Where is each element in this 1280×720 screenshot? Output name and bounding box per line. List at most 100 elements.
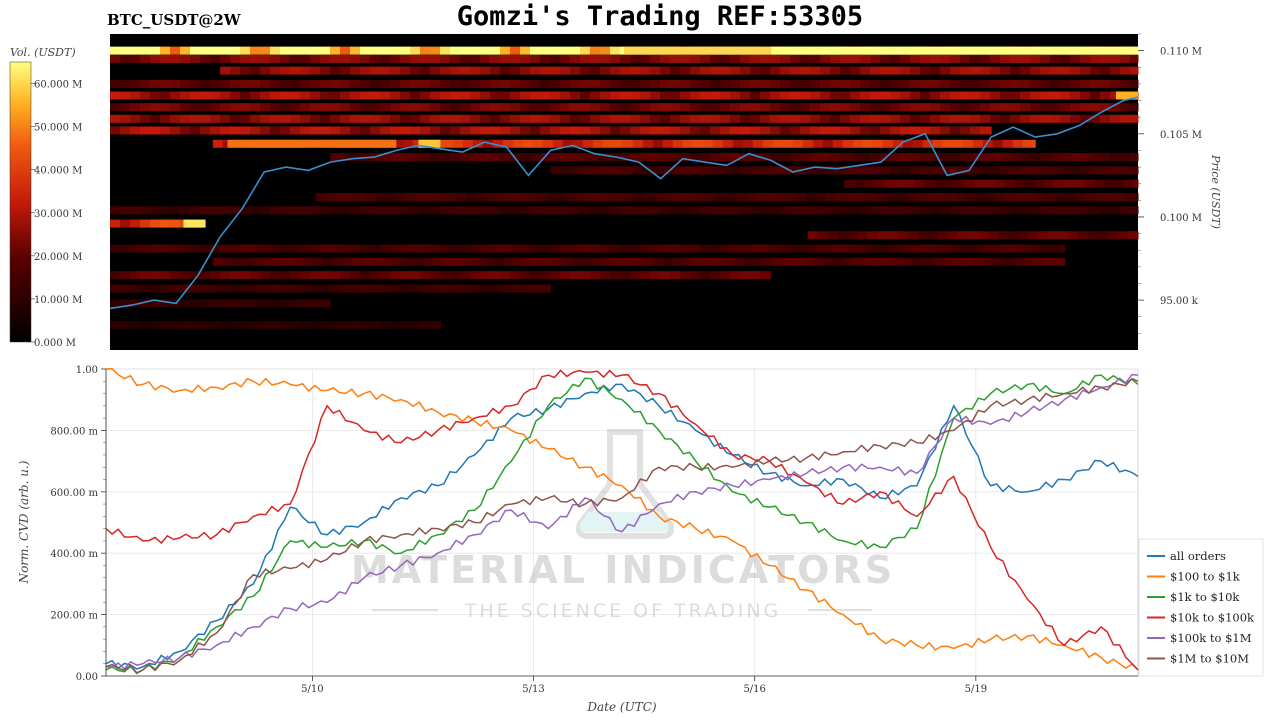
heatmap-cell bbox=[410, 126, 421, 135]
heatmap-cell bbox=[390, 79, 401, 88]
heatmap-cell bbox=[750, 114, 761, 123]
heatmap-cell bbox=[200, 244, 211, 253]
heatmap-cell bbox=[320, 284, 331, 293]
heatmap-cell bbox=[974, 179, 985, 188]
heatmap-cell bbox=[872, 139, 884, 148]
heatmap-hot-cell bbox=[770, 46, 955, 55]
heatmap-cell bbox=[925, 192, 937, 201]
heatmap-cell bbox=[250, 66, 261, 75]
heatmap-cell bbox=[540, 284, 551, 293]
heatmap-cell bbox=[822, 257, 834, 266]
heatmap-cell bbox=[220, 126, 231, 135]
heatmap-cell bbox=[430, 54, 441, 63]
heatmap-cell bbox=[350, 91, 361, 100]
heatmap-cell bbox=[640, 206, 651, 215]
heatmap-cell bbox=[320, 126, 331, 135]
heatmap-cell bbox=[902, 139, 914, 148]
heatmap-cell bbox=[370, 321, 381, 330]
heatmap-cell bbox=[440, 244, 451, 253]
heatmap-cell bbox=[110, 91, 121, 100]
heatmap-cell bbox=[1130, 103, 1139, 112]
heatmap-cell bbox=[290, 46, 301, 55]
heatmap-cell bbox=[640, 54, 651, 63]
heatmap-cell bbox=[570, 244, 581, 253]
heatmap-cell bbox=[130, 103, 141, 112]
heatmap-cell bbox=[240, 91, 251, 100]
heatmap-cell bbox=[360, 271, 371, 280]
heatmap-cell bbox=[230, 244, 241, 253]
heatmap-cell bbox=[270, 103, 281, 112]
heatmap-cell bbox=[350, 66, 361, 75]
heatmap-cell bbox=[745, 192, 757, 201]
heatmap-cell bbox=[630, 79, 641, 88]
heatmap-cell bbox=[660, 66, 671, 75]
heatmap-cell bbox=[290, 66, 301, 75]
heatmap-cell bbox=[490, 153, 501, 162]
heatmap-cell bbox=[835, 192, 847, 201]
heatmap-cell bbox=[790, 206, 801, 215]
heatmap-cell bbox=[560, 46, 571, 55]
heatmap-cell bbox=[990, 244, 1001, 253]
heatmap-cell bbox=[150, 284, 161, 293]
heatmap-cell bbox=[1110, 206, 1121, 215]
heatmap-cell bbox=[270, 321, 281, 330]
heatmap-cell bbox=[500, 114, 511, 123]
heatmap-cell bbox=[560, 271, 571, 280]
heatmap-cell bbox=[190, 103, 201, 112]
heatmap-cell bbox=[320, 271, 331, 280]
heatmap-cell bbox=[500, 206, 511, 215]
heatmap-cell bbox=[1080, 114, 1091, 123]
heatmap-cell bbox=[890, 103, 901, 112]
heatmap-cell bbox=[110, 244, 121, 253]
heatmap-cell bbox=[460, 271, 471, 280]
symbol-label: BTC_USDT@2W bbox=[107, 11, 242, 29]
heatmap-cell bbox=[1110, 166, 1122, 175]
heatmap-cell bbox=[720, 66, 731, 75]
heatmap-cell bbox=[790, 153, 801, 162]
heatmap-cell bbox=[1010, 206, 1021, 215]
heatmap-cell bbox=[720, 206, 731, 215]
heatmap-cell bbox=[620, 114, 631, 123]
heatmap-cell bbox=[1100, 166, 1112, 175]
heatmap-cell bbox=[670, 271, 681, 280]
heatmap-cell bbox=[520, 126, 531, 135]
heatmap-cell bbox=[170, 46, 181, 55]
heatmap-cell bbox=[430, 126, 441, 135]
heatmap-cell bbox=[170, 244, 181, 253]
heatmap-cell bbox=[1022, 257, 1034, 266]
heatmap-cell bbox=[770, 103, 781, 112]
heatmap-cell bbox=[490, 114, 501, 123]
heatmap-cell bbox=[1070, 153, 1081, 162]
heatmap-cell bbox=[270, 54, 281, 63]
heatmap-cell bbox=[1080, 103, 1091, 112]
heatmap-cell bbox=[670, 79, 681, 88]
heatmap-cell bbox=[770, 126, 781, 135]
heatmap-cell bbox=[935, 192, 947, 201]
heatmap-cell bbox=[1090, 206, 1101, 215]
heatmap-cell bbox=[1020, 54, 1031, 63]
heatmap-cell bbox=[470, 114, 481, 123]
heatmap-cell bbox=[380, 66, 391, 75]
heatmap-cell bbox=[550, 103, 561, 112]
heatmap-cell bbox=[730, 126, 741, 135]
heatmap-cell bbox=[760, 153, 771, 162]
heatmap-cell bbox=[250, 321, 261, 330]
heatmap-cell bbox=[570, 206, 581, 215]
watermark: MATERIAL INDICATORS THE SCIENCE OF TRADI… bbox=[351, 429, 892, 622]
heatmap-cell bbox=[492, 139, 504, 148]
heatmap-cell bbox=[830, 114, 841, 123]
heatmap-cell bbox=[820, 79, 831, 88]
heatmap-cell bbox=[210, 54, 221, 63]
heatmap-cell bbox=[420, 54, 431, 63]
heatmap-cell bbox=[340, 91, 351, 100]
heatmap-cell bbox=[1060, 54, 1071, 63]
cvd-y-tick-label: 0.00 bbox=[76, 672, 98, 683]
heatmap-cell bbox=[462, 139, 474, 148]
heatmap-cell bbox=[780, 126, 791, 135]
heatmap-cell bbox=[270, 244, 281, 253]
heatmap-cell bbox=[1100, 54, 1111, 63]
heatmap-cell bbox=[750, 166, 762, 175]
heatmap-cell bbox=[520, 66, 531, 75]
heatmap-cell bbox=[910, 166, 922, 175]
